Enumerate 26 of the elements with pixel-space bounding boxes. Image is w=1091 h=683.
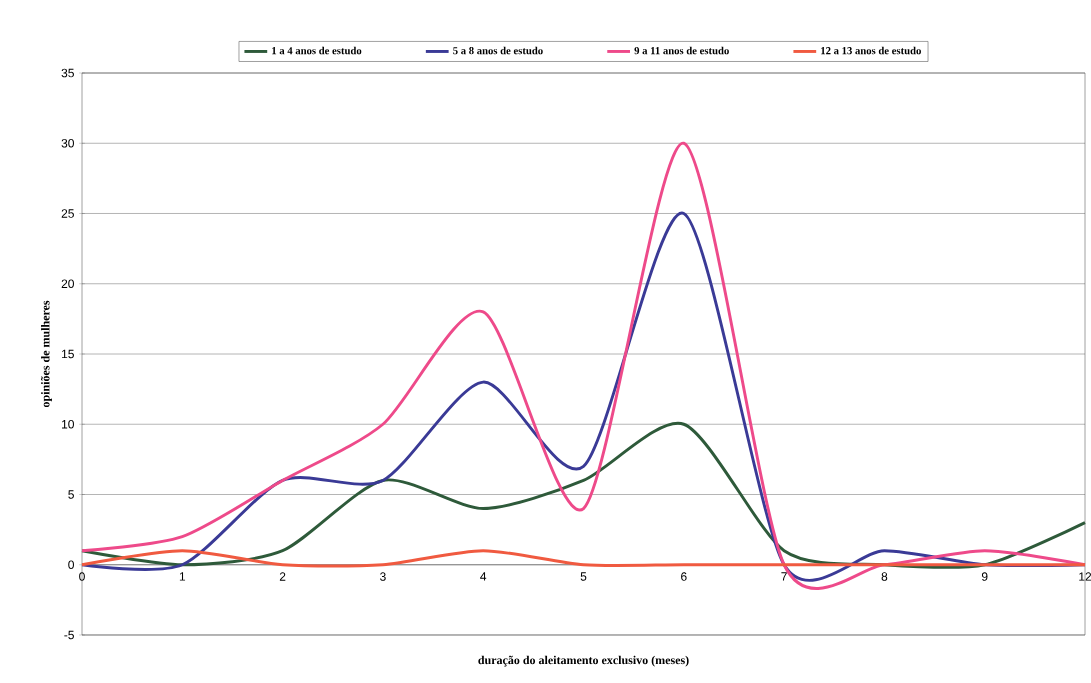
- x-tick-label: 5: [580, 572, 587, 581]
- y-tick-label: -5: [64, 630, 74, 640]
- x-tick-label: 12: [1079, 572, 1091, 581]
- x-tick-label: 0: [79, 572, 85, 581]
- legend-label: 5 a 8 anos de estudo: [453, 46, 543, 55]
- legend-label: 9 a 11 anos de estudo: [634, 46, 729, 55]
- x-tick-label: 9: [981, 572, 988, 581]
- x-tick-label: 7: [781, 572, 787, 581]
- y-axis-title: opiniões de mulheres: [41, 300, 52, 408]
- x-tick-label: 6: [681, 572, 687, 581]
- x-tick-label: 2: [279, 572, 286, 581]
- y-tick-label: 30: [61, 139, 74, 148]
- legend-label: 1 a 4 anos de estudo: [272, 46, 362, 55]
- y-tick-label: 0: [68, 560, 74, 570]
- y-tick-label: 20: [61, 279, 74, 289]
- y-tick-label: 15: [62, 349, 74, 359]
- x-tick-label: 8: [881, 572, 888, 581]
- y-tick-label: 5: [68, 490, 74, 499]
- y-tick-label: 35: [61, 68, 74, 78]
- x-tick-label: 1: [179, 572, 186, 581]
- y-tick-label: 25: [61, 209, 74, 218]
- x-tick-label: 3: [380, 572, 386, 581]
- x-axis-title: duração do aleitamento exclusivo (meses): [478, 655, 689, 667]
- legend-label: 12 a 13 anos de estudo: [821, 46, 921, 55]
- y-tick-label: 10: [62, 420, 74, 429]
- x-tick-label: 4: [480, 572, 487, 581]
